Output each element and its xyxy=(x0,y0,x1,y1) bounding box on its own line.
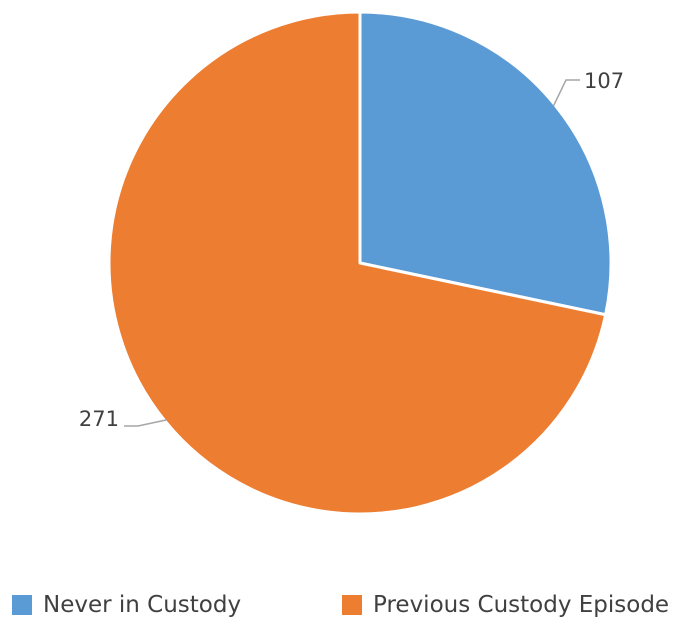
legend-label: Never in Custody xyxy=(43,592,242,618)
pie-slices xyxy=(107,10,613,516)
pie-slice-never-in-custody xyxy=(358,10,613,317)
pie-chart: 107 271 xyxy=(79,10,624,516)
data-labels: 107 271 xyxy=(79,69,624,431)
data-label-previous-custody-episode: 271 xyxy=(79,407,119,431)
data-label-never-in-custody: 107 xyxy=(584,69,624,93)
leader-lines xyxy=(124,79,580,427)
legend-item-previous-custody-episode: Previous Custody Episode xyxy=(342,588,669,622)
legend: Never in Custody Previous Custody Episod… xyxy=(12,588,694,622)
legend-label: Previous Custody Episode xyxy=(373,592,670,618)
pie-slice-previous-custody-episode xyxy=(107,10,608,516)
leader-line-previous-custody-episode xyxy=(124,419,167,427)
legend-swatch-never-in-custody xyxy=(12,595,32,615)
leader-line-never-in-custody xyxy=(552,79,580,107)
legend-item-never-in-custody: Never in Custody xyxy=(12,588,241,622)
legend-swatch-previous-custody-episode xyxy=(342,595,362,615)
